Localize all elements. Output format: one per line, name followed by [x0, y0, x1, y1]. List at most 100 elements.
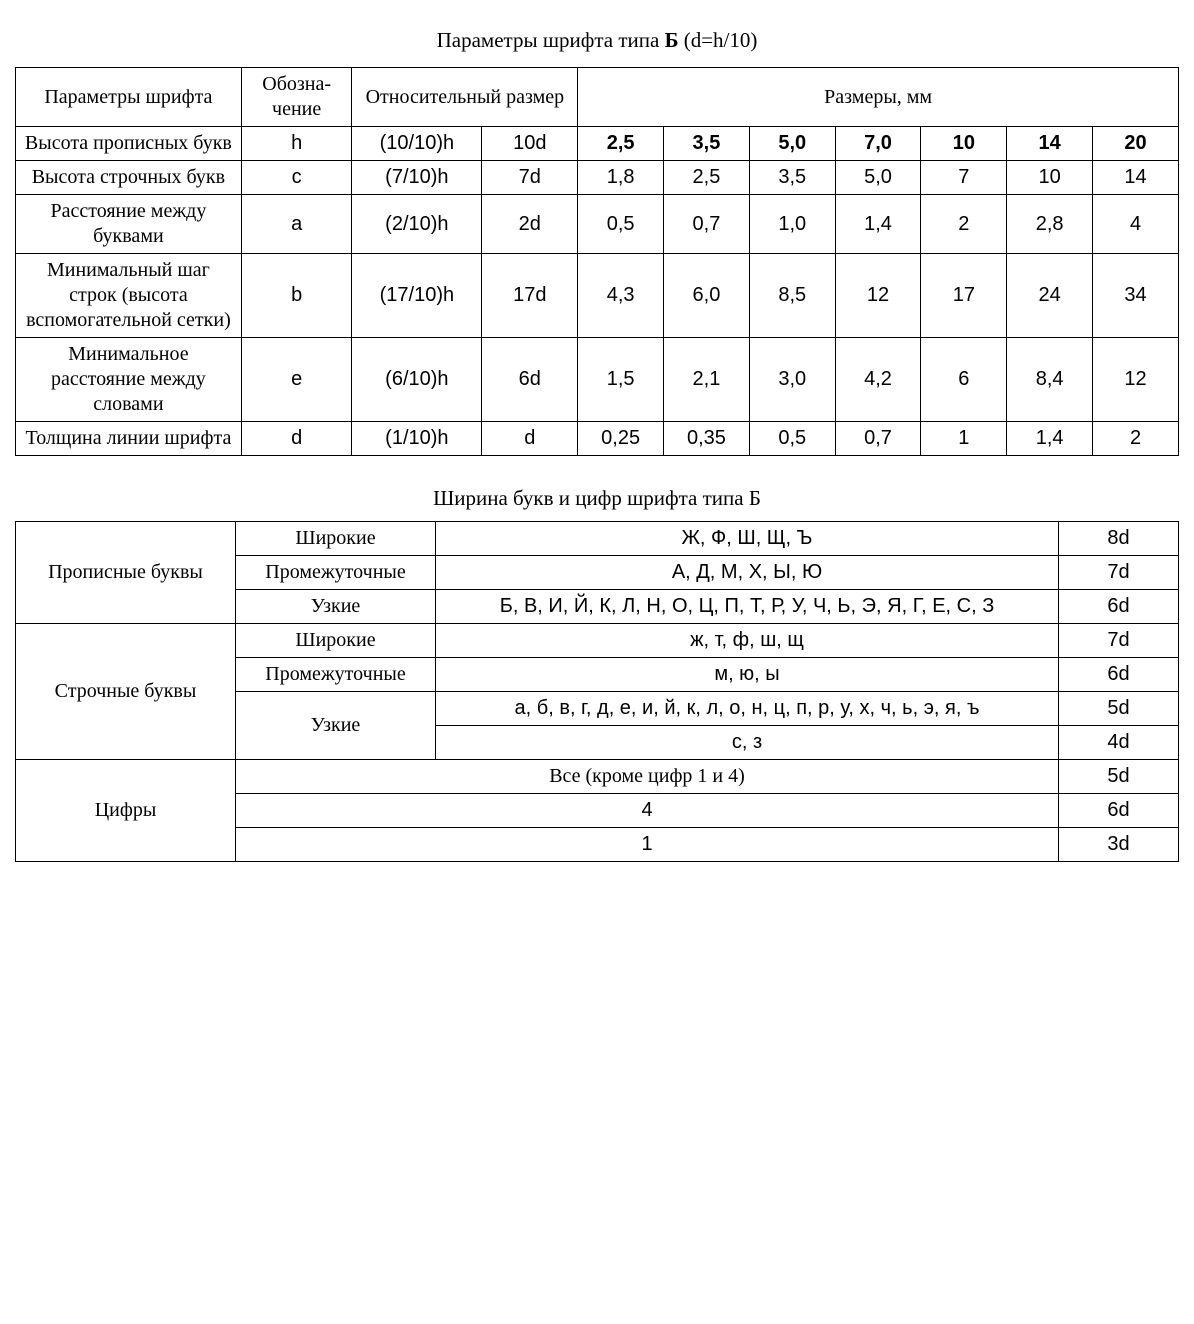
param-value: 2,5 [578, 127, 664, 161]
page-title: Параметры шрифта типа Б (d=h/10) [15, 28, 1179, 53]
letter-size: 4d [1059, 726, 1179, 760]
letter-size: 6d [1059, 658, 1179, 692]
param-value: 4 [1093, 195, 1179, 254]
letter-category: Прописные буквы [16, 522, 236, 624]
title-suffix: (d=h/10) [678, 28, 757, 52]
param-symbol: b [241, 254, 352, 338]
param-value: 3,5 [664, 127, 750, 161]
letter-widths-table: Прописные буквыШирокиеЖ, Ф, Ш, Щ, Ъ8dПро… [15, 521, 1179, 862]
param-name: Высота прописных букв [16, 127, 242, 161]
letter-type: Широкие [236, 624, 436, 658]
letter-category: Цифры [16, 760, 236, 862]
th-sizes: Размеры, мм [578, 68, 1179, 127]
letter-type: Широкие [236, 522, 436, 556]
letter-size: 7d [1059, 556, 1179, 590]
letter-chars: А, Д, М, Х, Ы, Ю [436, 556, 1059, 590]
title-letter: Б [665, 28, 679, 52]
param-value: 0,35 [664, 422, 750, 456]
letter-size: 5d [1059, 760, 1179, 794]
letter-chars: а, б, в, г, д, е, и, й, к, л, о, н, ц, п… [436, 692, 1059, 726]
param-symbol: d [241, 422, 352, 456]
letter-size: 3d [1059, 828, 1179, 862]
param-value: 2,8 [1007, 195, 1093, 254]
param-value: 1,8 [578, 161, 664, 195]
param-name: Минимальное расстояние между словами [16, 338, 242, 422]
param-rel-d: 7d [482, 161, 578, 195]
param-value: 24 [1007, 254, 1093, 338]
param-name: Толщина линии шрифта [16, 422, 242, 456]
param-value: 4,3 [578, 254, 664, 338]
param-rel-d: 6d [482, 338, 578, 422]
param-symbol: e [241, 338, 352, 422]
letter-size: 6d [1059, 590, 1179, 624]
param-value: 6,0 [664, 254, 750, 338]
letter-type: Промежуточные [236, 556, 436, 590]
param-name: Расстояние между буквами [16, 195, 242, 254]
param-value: 1 [921, 422, 1007, 456]
param-value: 8,4 [1007, 338, 1093, 422]
param-rel-h: (10/10)h [352, 127, 482, 161]
param-value: 3,5 [749, 161, 835, 195]
letter-chars: 4 [236, 794, 1059, 828]
letter-size: 8d [1059, 522, 1179, 556]
param-value: 34 [1093, 254, 1179, 338]
param-value: 12 [835, 254, 921, 338]
param-rel-h: (6/10)h [352, 338, 482, 422]
param-value: 2,1 [664, 338, 750, 422]
section-title: Ширина букв и цифр шрифта типа Б [15, 486, 1179, 511]
param-value: 10 [1007, 161, 1093, 195]
param-value: 1,4 [1007, 422, 1093, 456]
param-rel-h: (2/10)h [352, 195, 482, 254]
letter-size: 7d [1059, 624, 1179, 658]
letter-type: Узкие [236, 590, 436, 624]
letter-chars: Все (кроме цифр 1 и 4) [236, 760, 1059, 794]
letter-size: 6d [1059, 794, 1179, 828]
letter-size: 5d [1059, 692, 1179, 726]
letter-chars: с, з [436, 726, 1059, 760]
param-value: 20 [1093, 127, 1179, 161]
param-value: 12 [1093, 338, 1179, 422]
font-parameters-table: Параметры шрифтаОбозна-чениеОтносительны… [15, 67, 1179, 456]
letter-chars: Ж, Ф, Ш, Щ, Ъ [436, 522, 1059, 556]
param-value: 10 [921, 127, 1007, 161]
param-name: Минимальный шаг строк (высота вспомогате… [16, 254, 242, 338]
param-value: 5,0 [835, 161, 921, 195]
param-value: 3,0 [749, 338, 835, 422]
param-value: 2 [1093, 422, 1179, 456]
param-rel-h: (1/10)h [352, 422, 482, 456]
param-value: 2,5 [664, 161, 750, 195]
letter-chars: ж, т, ф, ш, щ [436, 624, 1059, 658]
param-value: 1,5 [578, 338, 664, 422]
title-prefix: Параметры шрифта типа [437, 28, 665, 52]
param-value: 7,0 [835, 127, 921, 161]
param-value: 0,5 [749, 422, 835, 456]
param-value: 4,2 [835, 338, 921, 422]
param-rel-d: d [482, 422, 578, 456]
param-value: 14 [1093, 161, 1179, 195]
letter-chars: 1 [236, 828, 1059, 862]
param-value: 6 [921, 338, 1007, 422]
param-value: 1,4 [835, 195, 921, 254]
letter-type: Узкие [236, 692, 436, 760]
param-symbol: a [241, 195, 352, 254]
th-rel: Относительный размер [352, 68, 578, 127]
param-rel-h: (7/10)h [352, 161, 482, 195]
letter-category: Строчные буквы [16, 624, 236, 760]
param-value: 14 [1007, 127, 1093, 161]
letter-chars: м, ю, ы [436, 658, 1059, 692]
param-value: 17 [921, 254, 1007, 338]
param-value: 2 [921, 195, 1007, 254]
th-sym: Обозна-чение [241, 68, 352, 127]
param-rel-d: 10d [482, 127, 578, 161]
th-param: Параметры шрифта [16, 68, 242, 127]
param-value: 0,5 [578, 195, 664, 254]
param-symbol: c [241, 161, 352, 195]
param-value: 5,0 [749, 127, 835, 161]
param-rel-d: 17d [482, 254, 578, 338]
param-value: 1,0 [749, 195, 835, 254]
param-rel-d: 2d [482, 195, 578, 254]
param-value: 0,7 [664, 195, 750, 254]
param-rel-h: (17/10)h [352, 254, 482, 338]
param-value: 8,5 [749, 254, 835, 338]
letter-chars: Б, В, И, Й, К, Л, Н, О, Ц, П, Т, Р, У, Ч… [436, 590, 1059, 624]
